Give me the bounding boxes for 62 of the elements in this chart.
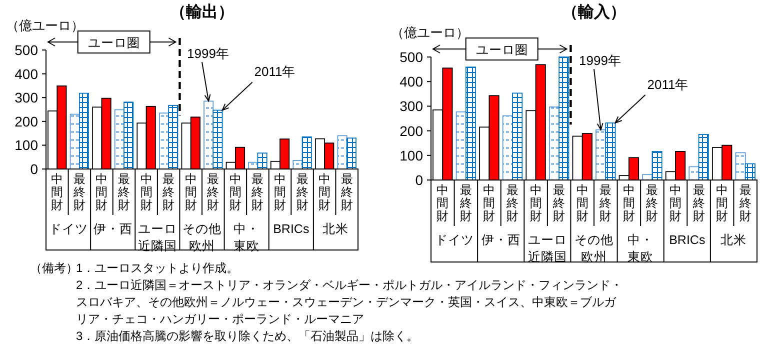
text: 中間財 [140, 172, 152, 212]
y-tick-label: 300 [14, 90, 38, 106]
text: 2．ユーロ近隣国＝オーストリア・オランダ・ベルギー・ポルトガル・アイルランド・フィンランド・スロバキア、その他欧州＝ノルウェー・スウェーデン・デンマーク・英国・スイス、中東欧＝ブルガリア・チェコ・ハンガリー・ポーランド・ルーマニア [76, 278, 623, 326]
x-tick-label: 伊・西 [481, 233, 520, 247]
text: 最終財 [600, 183, 612, 223]
text: 中間財 [576, 183, 588, 223]
text: 3．原油価格高騰の影響を取り除くため、「石油製品」は除く。 [76, 329, 419, 343]
x-tick-label: BRICs [273, 222, 310, 236]
text: 最終財 [162, 172, 175, 212]
text: 中間財 [274, 172, 286, 212]
series-label: 最終財 [458, 183, 472, 223]
text: 最終財 [296, 172, 308, 212]
text: 最終財 [340, 172, 353, 212]
annotation: 1999年 [187, 46, 229, 61]
y-tick-label: 400 [14, 66, 38, 82]
text: 最終財 [739, 183, 752, 223]
y-tick-label: 100 [14, 137, 38, 154]
y-tick-label: 500 [400, 49, 424, 65]
series-label: 最終財 [72, 172, 86, 212]
y-tick-label: 200 [14, 113, 38, 130]
y-tick-label: 200 [400, 122, 424, 139]
series-label: 中間財 [51, 172, 64, 212]
text: （備考） [30, 261, 78, 275]
text: 中間財 [229, 172, 242, 212]
x-tick-label: ドイツ [48, 222, 88, 236]
text: 中間財 [318, 172, 331, 212]
y-tick-label: 400 [400, 74, 424, 90]
y-tick-label: 0 [30, 161, 38, 177]
y-tick-label: 300 [400, 98, 424, 114]
text: 中間財 [483, 183, 496, 223]
text: 中間財 [622, 183, 635, 223]
x-tick-label: 伊・西 [93, 222, 132, 236]
series-label: 中間財 [436, 183, 449, 223]
text: 中間財 [184, 172, 197, 212]
text: 中間財 [530, 183, 542, 223]
chart-title: （輸出） [170, 3, 234, 21]
text: 中間財 [670, 183, 682, 223]
annotation: 1999年 [579, 53, 621, 68]
text: 中間財 [96, 172, 108, 212]
text: 最終財 [692, 183, 705, 223]
text: 最終財 [207, 172, 220, 212]
annotation: 2011年 [254, 64, 296, 80]
text: 最終財 [506, 183, 518, 223]
y-tick-label: 500 [14, 42, 38, 58]
x-tick-label: 北米 [322, 222, 349, 236]
text: 中間財 [716, 183, 728, 223]
y-tick-label: 0 [415, 172, 424, 188]
x-tick-label: 北米 [720, 233, 747, 247]
y-axis-title: （億ユーロ） [6, 18, 84, 33]
annotation: ユーロ圏 [476, 43, 528, 57]
y-axis-title: （億ユーロ） [391, 25, 469, 40]
chart-title: （輸入） [562, 3, 626, 21]
x-tick-label: BRICs [669, 233, 706, 247]
y-tick-label: 100 [400, 147, 424, 164]
text: 1．ユーロスタットより作成。 [76, 261, 239, 275]
x-tick-label: ドイツ [434, 233, 474, 247]
text: 最終財 [553, 183, 566, 223]
text: 最終財 [646, 183, 658, 223]
annotation: 2011年 [647, 76, 688, 92]
annotation: ユーロ圏 [88, 36, 140, 50]
text: 最終財 [118, 172, 130, 212]
text: 最終財 [252, 172, 264, 212]
